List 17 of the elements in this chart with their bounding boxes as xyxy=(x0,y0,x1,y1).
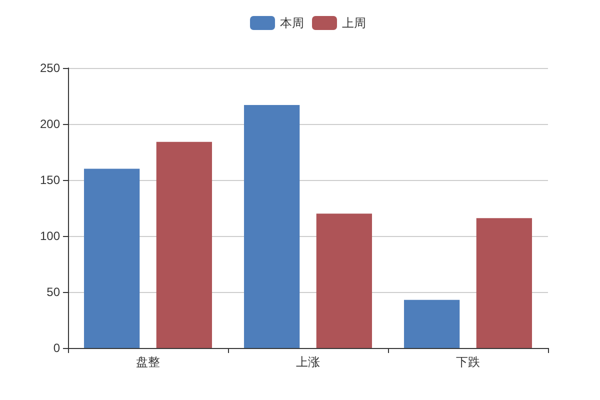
bar xyxy=(156,142,212,348)
y-tick-label: 150 xyxy=(40,173,60,187)
x-tick-label: 上涨 xyxy=(296,355,320,369)
y-tick-label: 50 xyxy=(46,285,60,299)
bar xyxy=(404,300,460,348)
y-tick-label: 200 xyxy=(40,117,60,131)
bar xyxy=(244,104,300,348)
x-tick-label: 下跌 xyxy=(456,355,480,369)
legend-label: 上周 xyxy=(342,16,366,30)
legend-label: 本周 xyxy=(280,16,304,30)
y-tick-label: 100 xyxy=(40,229,60,243)
bar xyxy=(316,214,372,348)
bar xyxy=(476,218,532,348)
y-tick-label: 0 xyxy=(53,341,60,355)
y-tick-label: 250 xyxy=(40,61,60,75)
bar xyxy=(84,168,140,348)
x-tick-label: 盘整 xyxy=(136,355,160,369)
